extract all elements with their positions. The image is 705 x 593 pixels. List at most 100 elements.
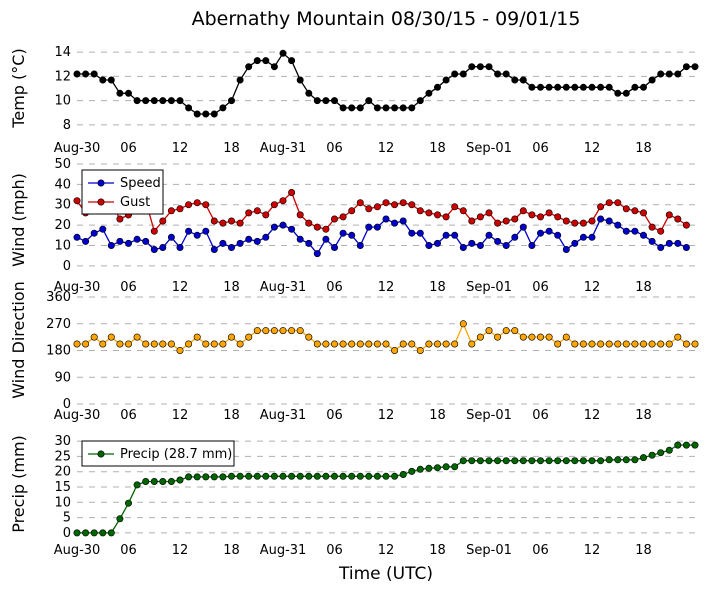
y-tick-label: 25 — [54, 449, 71, 464]
data-point — [485, 209, 493, 217]
data-point — [442, 463, 450, 471]
x-tick-label: 18 — [223, 141, 240, 156]
x-tick-label: Aug-30 — [54, 141, 101, 156]
data-point — [614, 199, 622, 207]
x-tick-label: 06 — [532, 408, 549, 423]
data-point — [528, 242, 536, 250]
data-point — [605, 340, 613, 348]
data-point — [588, 233, 596, 241]
data-point — [270, 201, 278, 209]
data-point — [631, 340, 639, 348]
data-point — [528, 457, 536, 465]
x-tick-label: Aug-31 — [260, 280, 307, 295]
data-point — [476, 63, 484, 71]
data-point — [322, 472, 330, 480]
data-point — [579, 233, 587, 241]
data-point — [459, 70, 467, 78]
data-point — [459, 320, 467, 328]
data-point — [262, 327, 270, 335]
data-point — [665, 446, 673, 454]
x-tick-label: 18 — [429, 408, 446, 423]
data-point — [313, 472, 321, 480]
data-point — [571, 239, 579, 247]
data-point — [476, 242, 484, 250]
data-point — [228, 217, 236, 225]
data-point — [579, 340, 587, 348]
data-point — [665, 211, 673, 219]
data-point — [588, 340, 596, 348]
x-tick-label: Aug-30 — [54, 280, 101, 295]
data-point — [657, 70, 665, 78]
data-point — [502, 457, 510, 465]
data-point — [253, 237, 261, 245]
data-point — [365, 205, 373, 213]
x-tick-label: 06 — [326, 280, 343, 295]
legend-label: Precip (28.7 mm) — [120, 447, 232, 462]
data-point — [305, 333, 313, 341]
data-point — [648, 76, 656, 84]
data-point — [73, 197, 81, 205]
data-point — [511, 76, 519, 84]
data-point — [373, 472, 381, 480]
data-point — [588, 217, 596, 225]
x-tick-label: Aug-31 — [260, 141, 307, 156]
data-point — [382, 340, 390, 348]
data-point — [597, 340, 605, 348]
data-point — [442, 213, 450, 221]
data-point — [356, 242, 364, 250]
legend-marker — [97, 198, 105, 206]
data-point — [502, 217, 510, 225]
data-point — [416, 207, 424, 215]
data-point — [270, 472, 278, 480]
x-tick-label: 18 — [635, 280, 652, 295]
data-point — [528, 83, 536, 91]
x-tick-label: 12 — [172, 280, 189, 295]
data-point — [296, 235, 304, 243]
data-point — [167, 207, 175, 215]
data-point — [133, 481, 141, 489]
data-point — [116, 340, 124, 348]
data-point — [202, 473, 210, 481]
data-point — [476, 457, 484, 465]
data-point — [82, 529, 90, 537]
series-speed — [73, 215, 690, 258]
data-point — [476, 213, 484, 221]
y-tick-label: 30 — [54, 434, 71, 449]
data-point — [176, 205, 184, 213]
data-point — [571, 340, 579, 348]
data-point — [416, 229, 424, 237]
series-line — [73, 49, 699, 118]
data-point — [511, 233, 519, 241]
data-point — [433, 464, 441, 472]
data-point — [339, 472, 347, 480]
data-point — [416, 346, 424, 354]
data-point — [339, 340, 347, 348]
data-point — [142, 97, 150, 105]
data-point — [442, 76, 450, 84]
data-point — [571, 457, 579, 465]
data-point — [330, 472, 338, 480]
x-tick-label: 06 — [532, 141, 549, 156]
data-point — [536, 213, 544, 221]
data-point — [631, 83, 639, 91]
data-point — [356, 472, 364, 480]
data-point — [519, 76, 527, 84]
chart-title: Abernathy Mountain 08/30/15 - 09/01/15 — [192, 8, 581, 30]
data-point — [288, 189, 296, 197]
y-tick-label: 14 — [54, 45, 71, 60]
data-point — [502, 242, 510, 250]
data-point — [597, 203, 605, 211]
data-point — [682, 63, 690, 71]
data-point — [107, 333, 115, 341]
data-point — [502, 70, 510, 78]
data-point — [425, 464, 433, 472]
data-point — [442, 231, 450, 239]
data-point — [476, 333, 484, 341]
data-point — [219, 473, 227, 481]
data-point — [253, 207, 261, 215]
data-point — [382, 199, 390, 207]
data-point — [391, 104, 399, 112]
y-tick-label: 40 — [54, 177, 71, 192]
